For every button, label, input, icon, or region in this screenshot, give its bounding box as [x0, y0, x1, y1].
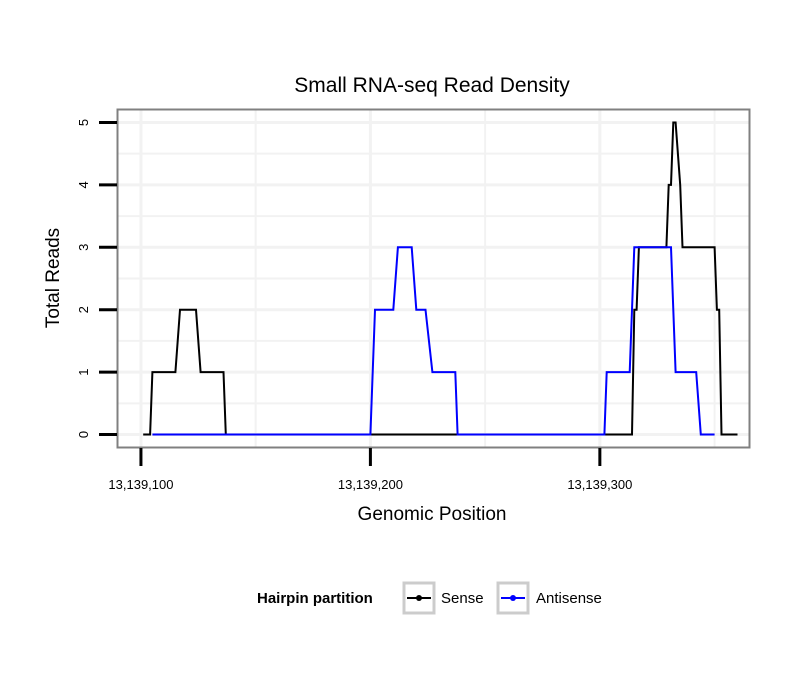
legend-title: Hairpin partition [257, 590, 373, 607]
series-line-sense [143, 121, 738, 436]
legend-item-antisense: Antisense [496, 581, 602, 615]
series-line-antisense [152, 246, 715, 436]
x-axis: 13,139,100 13,139,200 13,139,300 [108, 448, 632, 492]
x-tick-label: 13,139,300 [567, 477, 632, 492]
y-axis-label: Total Reads [43, 228, 64, 328]
legend-label-antisense: Antisense [536, 590, 602, 607]
y-tick-label: 1 [76, 368, 91, 375]
grid-lines [118, 110, 749, 447]
chart-title: Small RNA-seq Read Density [294, 74, 570, 97]
y-tick-label: 4 [76, 181, 91, 188]
legend: Hairpin partition Sense Antisense [257, 581, 602, 615]
series-lines [143, 121, 738, 436]
y-tick-label: 5 [76, 119, 91, 126]
y-tick-label: 0 [76, 431, 91, 438]
plot-panel [116, 108, 751, 449]
y-axis: 0 1 2 3 4 5 [76, 119, 117, 438]
y-tick-label: 3 [76, 244, 91, 251]
x-tick-label: 13,139,200 [338, 477, 403, 492]
y-tick-label: 2 [76, 306, 91, 313]
x-tick-label: 13,139,100 [108, 477, 173, 492]
legend-key-antisense-point [510, 595, 516, 601]
legend-key-sense-point [416, 595, 422, 601]
x-axis-label: Genomic Position [358, 504, 507, 525]
legend-label-sense: Sense [441, 590, 484, 607]
legend-item-sense: Sense [402, 581, 484, 615]
